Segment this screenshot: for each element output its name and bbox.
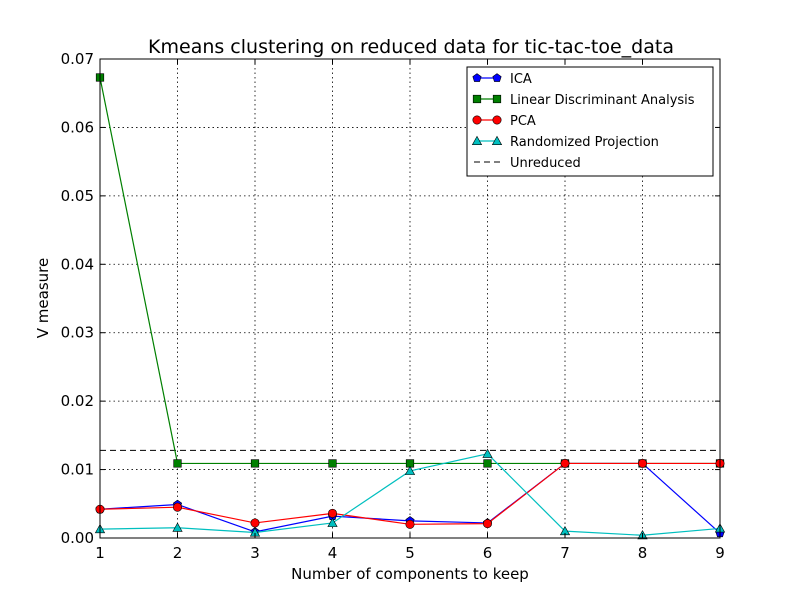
- data-point-linear-discriminant-analysis: [483, 459, 492, 468]
- x-tick-label: 9: [715, 544, 725, 562]
- data-point-pca: [560, 458, 570, 468]
- y-tick-label: 0.02: [61, 392, 94, 410]
- legend-label: ICA: [510, 72, 532, 87]
- legend-item-randomized-projection: Randomized Projection: [471, 135, 659, 150]
- x-tick-label: 5: [405, 544, 415, 562]
- legend-marker: [471, 135, 483, 145]
- x-tick-label: 6: [483, 544, 493, 562]
- y-tick-label: 0.00: [61, 529, 94, 547]
- legend-label: Linear Discriminant Analysis: [510, 93, 695, 108]
- legend-label: Unreduced: [510, 156, 581, 171]
- series-pca: [95, 458, 725, 529]
- legend-item-ica: ICA: [472, 72, 532, 87]
- legend-item-pca: PCA: [472, 114, 536, 129]
- y-tick-label: 0.05: [61, 187, 94, 205]
- legend-label: PCA: [510, 114, 536, 129]
- chart-title: Kmeans clustering on reduced data for ti…: [148, 36, 674, 58]
- data-point-randomized-projection: [404, 465, 416, 475]
- x-tick-label: 8: [638, 544, 648, 562]
- data-point-linear-discriminant-analysis: [328, 459, 337, 468]
- y-tick-label: 0.04: [61, 255, 94, 273]
- y-tick-label: 0.03: [61, 324, 94, 342]
- legend-item-unreduced: Unreduced: [474, 156, 581, 171]
- x-axis-label: Number of components to keep: [291, 565, 529, 583]
- y-axis-label: V measure: [34, 258, 52, 338]
- data-point-pca: [637, 458, 647, 468]
- axis-ticks: 1 2 3 4 5 6 7 8 9 0.00 0.01 0.02 0.03 0.04 0.05 0.06 0.0…: [61, 50, 725, 562]
- data-point-randomized-projection: [172, 522, 183, 532]
- data-point-linear-discriminant-analysis: [173, 459, 182, 468]
- series-randomized-projection: [94, 448, 726, 540]
- data-point-randomized-projection: [482, 448, 493, 458]
- legend-label: Randomized Projection: [510, 135, 659, 150]
- legend-item-linear-discriminant-analysis: Linear Discriminant Analysis: [472, 93, 695, 108]
- plot-series: [94, 73, 726, 540]
- legend: ICA Linear Discriminant Analysis PCA Random…: [466, 66, 714, 177]
- data-point-pca: [327, 508, 337, 518]
- legend-marker: [472, 94, 482, 104]
- legend-marker: [472, 115, 482, 125]
- legend-marker: [492, 73, 502, 82]
- x-tick-label: 2: [173, 544, 183, 562]
- legend-marker: [492, 94, 502, 104]
- legend-box: [466, 66, 714, 177]
- legend-marker: [472, 73, 482, 82]
- x-tick-label: 4: [328, 544, 338, 562]
- data-point-pca: [250, 518, 260, 528]
- data-point-pca: [482, 519, 492, 529]
- data-point-pca: [405, 519, 415, 529]
- data-point-pca: [173, 502, 183, 512]
- y-tick-label: 0.01: [61, 461, 94, 479]
- x-tick-label: 7: [560, 544, 570, 562]
- x-tick-label: 3: [250, 544, 260, 562]
- y-tick-label: 0.07: [61, 50, 94, 68]
- data-point-randomized-projection: [327, 517, 338, 527]
- x-tick-label: 1: [95, 544, 105, 562]
- legend-marker: [491, 135, 503, 145]
- legend-marker: [492, 115, 502, 125]
- y-tick-label: 0.06: [61, 118, 94, 136]
- data-point-linear-discriminant-analysis: [250, 459, 260, 468]
